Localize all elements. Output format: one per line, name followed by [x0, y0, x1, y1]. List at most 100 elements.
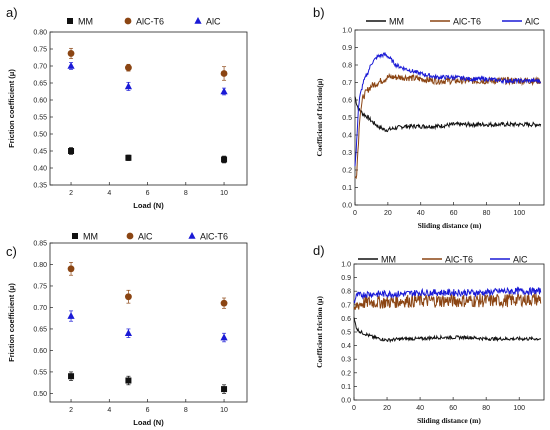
- series-line: [354, 96, 542, 133]
- x-tick-label: 2: [69, 190, 73, 197]
- data-point-square: [68, 148, 75, 154]
- legend-label: MM: [78, 17, 93, 27]
- panel-label: a): [6, 5, 18, 20]
- y-tick-label: 0.0: [341, 398, 351, 405]
- x-axis-label: Sliding distance (m): [418, 221, 482, 230]
- y-axis-label: Coefficient of friction(μ): [315, 78, 324, 156]
- data-point-square: [125, 154, 132, 161]
- y-tick-label: 0.9: [342, 45, 352, 52]
- x-tick-label: 6: [146, 407, 150, 414]
- legend-label: AlC: [138, 232, 153, 242]
- data-point-square: [68, 373, 75, 380]
- data-point-circle: [125, 64, 132, 72]
- y-tick-label: 0.6: [341, 316, 351, 323]
- y-tick-label: 0.1: [342, 185, 352, 192]
- x-tick-label: 60: [450, 210, 458, 217]
- y-tick-label: 0.85: [33, 241, 47, 248]
- legend-label: AlC-T6: [200, 232, 228, 242]
- plot-frame: [49, 31, 248, 186]
- y-axis-label: Friction coefficient (μ): [7, 283, 16, 362]
- data-point-triangle: [220, 87, 228, 95]
- x-tick-label: 20: [384, 210, 392, 217]
- y-tick-label: 0.55: [33, 115, 47, 122]
- y-tick-label: 0.1: [341, 384, 351, 391]
- panel-label: b): [313, 5, 325, 20]
- y-tick-label: 0.8: [342, 63, 352, 70]
- y-tick-label: 0.4: [342, 133, 352, 140]
- legend-marker: [67, 18, 73, 24]
- series-line: [353, 292, 542, 310]
- x-tick-label: 10: [220, 190, 228, 197]
- y-tick-label: 0.9: [341, 275, 351, 282]
- x-tick-label: 0: [352, 405, 356, 412]
- y-tick-label: 0.50: [33, 391, 47, 398]
- data-point-triangle: [67, 62, 75, 69]
- data-point-triangle: [124, 82, 133, 90]
- y-tick-label: 0.8: [341, 289, 351, 296]
- y-tick-label: 0.70: [33, 64, 47, 71]
- data-point-circle: [125, 293, 132, 301]
- y-tick-label: 0.5: [341, 330, 351, 337]
- x-tick-label: 40: [416, 405, 424, 412]
- y-tick-label: 0.60: [33, 98, 47, 105]
- data-point-circle: [67, 265, 75, 273]
- y-tick-label: 0.0: [342, 203, 352, 210]
- legend-marker: [126, 232, 134, 240]
- y-tick-label: 0.60: [33, 348, 47, 355]
- x-tick-label: 6: [146, 190, 150, 197]
- y-tick-label: 0.4: [341, 343, 351, 350]
- data-point-square: [221, 156, 228, 163]
- legend-label: AlC: [513, 255, 528, 265]
- y-tick-label: 0.40: [33, 166, 47, 173]
- data-point-square: [125, 377, 132, 384]
- series-line: [354, 51, 542, 167]
- y-tick-label: 0.80: [33, 30, 47, 37]
- y-tick-label: 0.6: [342, 98, 352, 105]
- legend-marker: [72, 233, 78, 239]
- legend-label: MM: [381, 255, 396, 265]
- y-tick-label: 0.3: [341, 357, 351, 364]
- x-tick-label: 40: [417, 210, 425, 217]
- y-tick-label: 0.80: [33, 262, 47, 269]
- legend-label: AlC-T6: [445, 255, 473, 265]
- legend-label: AlC-T6: [453, 17, 481, 27]
- x-tick-label: 80: [483, 210, 491, 217]
- y-tick-label: 0.55: [33, 369, 47, 376]
- x-tick-label: 8: [184, 407, 188, 414]
- y-tick-label: 0.5: [342, 115, 352, 122]
- y-axis-label: Coefficient friction (μ): [315, 296, 324, 368]
- data-point-square: [221, 386, 228, 393]
- y-tick-label: 0.3: [342, 150, 352, 157]
- x-axis-label: Load (N): [133, 201, 164, 210]
- y-tick-label: 0.7: [341, 302, 351, 309]
- legend-marker: [188, 232, 196, 239]
- y-tick-label: 0.2: [342, 168, 352, 175]
- y-tick-label: 0.65: [33, 81, 47, 88]
- y-axis-label: Friction coefficient (μ): [7, 69, 16, 148]
- y-tick-label: 0.75: [33, 283, 47, 290]
- data-point-circle: [220, 70, 228, 77]
- y-tick-label: 0.45: [33, 149, 47, 156]
- data-point-circle: [67, 50, 75, 57]
- y-tick-label: 0.50: [33, 132, 47, 139]
- x-tick-label: 60: [449, 405, 457, 412]
- x-axis-label: Load (N): [133, 418, 164, 427]
- y-tick-label: 0.70: [33, 305, 47, 312]
- x-tick-label: 10: [220, 407, 228, 414]
- series-line: [353, 317, 542, 344]
- y-tick-label: 0.2: [341, 370, 351, 377]
- x-tick-label: 2: [69, 407, 73, 414]
- legend-label: MM: [389, 17, 404, 27]
- x-tick-label: 8: [184, 190, 188, 197]
- data-point-triangle: [67, 312, 75, 319]
- legend-marker: [124, 17, 132, 25]
- legend-label: AlC: [206, 17, 221, 27]
- plot-frame: [353, 263, 545, 401]
- x-tick-label: 80: [482, 405, 490, 412]
- x-tick-label: 4: [107, 407, 111, 414]
- legend-marker: [194, 17, 202, 24]
- panel-label: c): [6, 244, 17, 259]
- data-point-triangle: [124, 329, 133, 337]
- y-tick-label: 1.0: [341, 262, 351, 269]
